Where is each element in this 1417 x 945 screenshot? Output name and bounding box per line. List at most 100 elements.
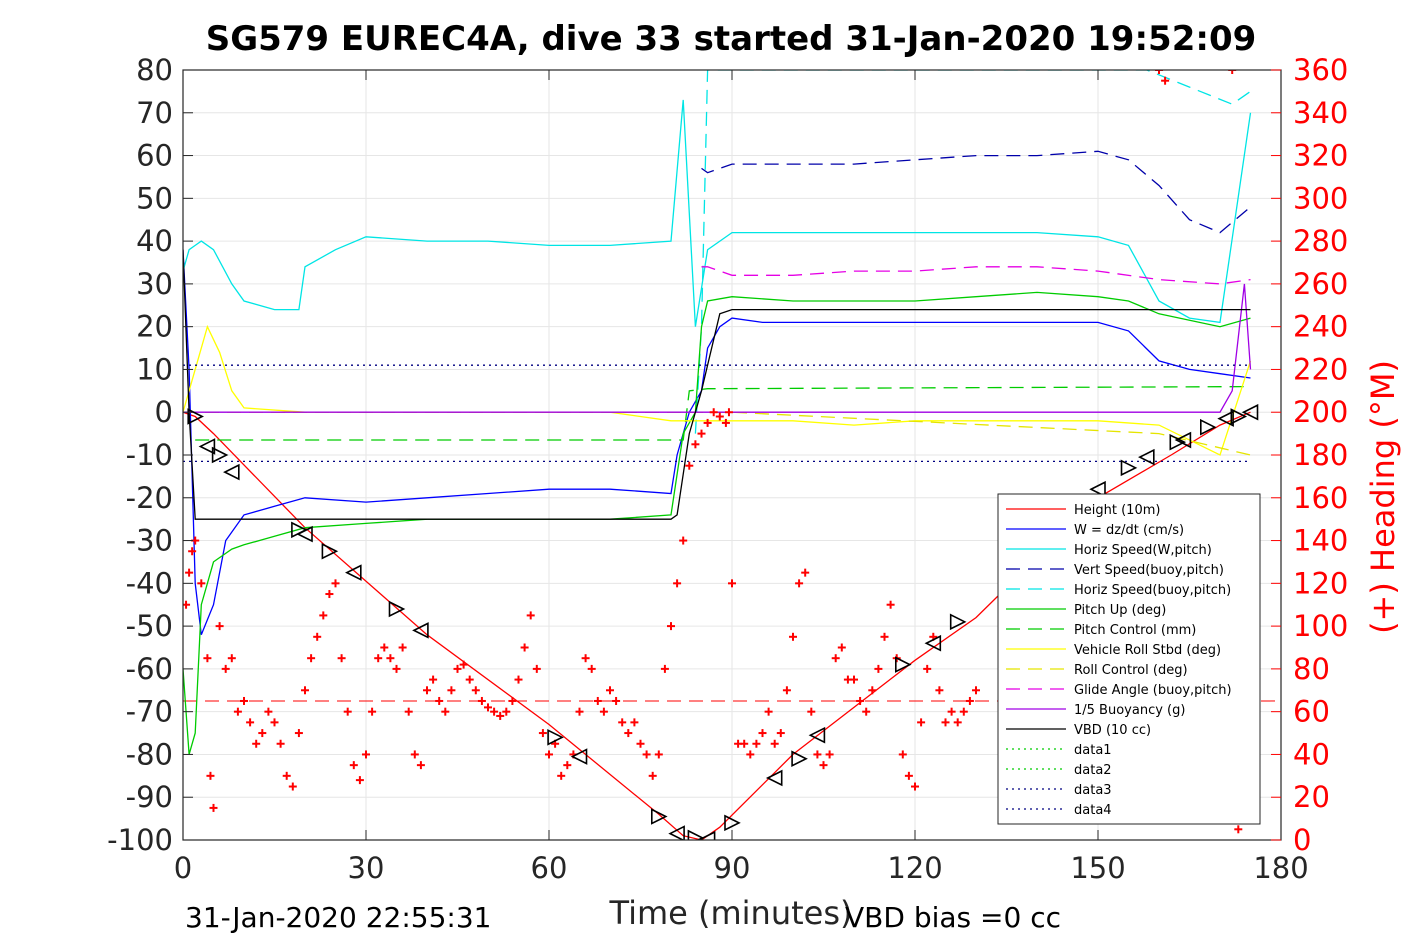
y-tick-label-left: 60: [136, 139, 173, 173]
heading-point: [673, 579, 682, 588]
heading-point: [837, 643, 846, 652]
heading-point: [435, 696, 444, 705]
heading-point: [252, 739, 261, 748]
heading-point: [599, 707, 608, 716]
heading-point: [477, 696, 486, 705]
y-tick-label-right: 340: [1293, 96, 1348, 130]
legend-entry-label: Height (10m): [1074, 503, 1160, 518]
heading-point: [770, 739, 779, 748]
heading-point: [447, 686, 456, 695]
chart-title: SG579 EUREC4A, dive 33 started 31-Jan-20…: [206, 19, 1257, 59]
heading-point: [691, 440, 700, 449]
heading-point: [795, 579, 804, 588]
heading-point: [188, 547, 197, 556]
triangle-marker: [1200, 418, 1217, 436]
heading-point: [721, 418, 730, 427]
heading-point: [825, 750, 834, 759]
heading-point: [233, 707, 242, 716]
y-tick-label-right: 20: [1293, 780, 1330, 814]
triangle-marker: [412, 622, 429, 639]
heading-point: [185, 568, 194, 577]
triangle-marker: [808, 726, 826, 744]
x-tick-label: 60: [531, 851, 568, 885]
triangle-marker: [1120, 459, 1138, 477]
heading-point: [740, 739, 749, 748]
y-tick-label-left: 50: [136, 181, 173, 215]
heading-point: [508, 696, 517, 705]
heading-point: [862, 707, 871, 716]
heading-point: [685, 461, 694, 470]
heading-point: [520, 643, 529, 652]
y-tick-label-right: 40: [1293, 737, 1330, 771]
heading-point: [1228, 70, 1237, 74]
y-tick-label-left: -100: [107, 823, 173, 857]
heading-point: [465, 675, 474, 684]
heading-point: [917, 718, 926, 727]
heading-point: [337, 654, 346, 663]
heading-point: [490, 707, 499, 716]
heading-point: [941, 718, 950, 727]
heading-point: [514, 675, 523, 684]
heading-point: [782, 686, 791, 695]
y-tick-label-left: -30: [126, 524, 173, 558]
heading-point: [404, 707, 413, 716]
heading-point: [270, 718, 279, 727]
heading-point: [856, 696, 865, 705]
triangle-marker: [321, 542, 339, 560]
legend: Height (10m) W = dz/dt (cm/s) Horiz Speed(…: [997, 493, 1261, 825]
heading-point: [276, 739, 285, 748]
y-tick-label-right: 280: [1293, 224, 1348, 258]
y-tick-label-right: 220: [1293, 352, 1348, 386]
heading-point: [972, 686, 980, 695]
heading-point: [612, 696, 621, 705]
heading-point: [563, 761, 572, 770]
heading-point: [831, 654, 840, 663]
heading-point: [807, 707, 816, 716]
triangle-marker: [211, 446, 229, 464]
heading-point: [587, 664, 596, 673]
y-tick-label-right: 320: [1293, 139, 1348, 173]
heading-point: [368, 707, 377, 716]
heading-point: [813, 750, 822, 759]
heading-point: [380, 643, 389, 652]
heading-point: [868, 686, 877, 695]
heading-point: [752, 739, 761, 748]
triangle-marker: [687, 829, 705, 840]
legend-entry-label: Glide Angle (buoy,pitch): [1074, 683, 1232, 698]
legend-entry-label: Vehicle Roll Stbd (deg): [1074, 643, 1221, 658]
heading-point: [679, 536, 688, 545]
legend-entry-label: Horiz Speed(buoy,pitch): [1074, 583, 1231, 598]
triangle-marker: [547, 729, 564, 746]
heading-point: [221, 664, 230, 673]
triangle-marker: [187, 408, 204, 425]
y-tick-label-left: 70: [136, 96, 173, 130]
triangle-marker: [650, 808, 668, 825]
heading-point: [898, 750, 907, 759]
heading-point: [703, 418, 712, 427]
series-line-0: [183, 411, 1251, 840]
y-tick-label-right: 0: [1293, 823, 1311, 857]
y-tick-label-left: -20: [126, 481, 173, 515]
series-line-6: [195, 385, 1251, 441]
triangle-marker: [198, 438, 216, 455]
y-tick-label-left: -40: [126, 566, 173, 600]
x-tick-label: 150: [1070, 851, 1125, 885]
series-line-4: [694, 70, 1251, 434]
right-y-axis-label: (+) Heading (°M): [1364, 360, 1402, 634]
heading-point: [606, 686, 614, 695]
y-tick-label-right: 140: [1293, 524, 1348, 558]
triangle-marker: [1089, 480, 1106, 498]
heading-point: [1161, 76, 1170, 85]
y-tick-label-left: -70: [126, 695, 173, 729]
series-line-10: [183, 283, 1252, 413]
y-tick-label-left: 0: [155, 395, 173, 429]
triangle-marker: [668, 825, 685, 840]
triangle-marker: [345, 564, 362, 581]
heading-point: [575, 707, 584, 716]
heading-point: [288, 782, 297, 791]
heading-point: [325, 590, 334, 599]
y-tick-label-right: 200: [1293, 395, 1348, 429]
triangle-marker: [1174, 431, 1192, 449]
y-tick-label-left: 10: [136, 352, 173, 386]
heading-point: [953, 718, 962, 727]
